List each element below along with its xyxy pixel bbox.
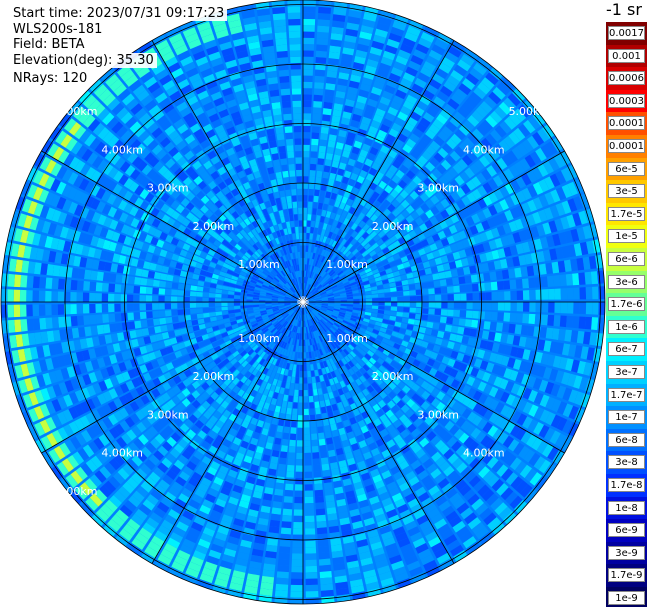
range-ring-label: 2.00km	[193, 220, 235, 233]
azimuth-line	[302, 150, 565, 303]
range-ring-label: 4.00km	[463, 447, 505, 460]
colorbar-tick-label: 3e-8	[608, 455, 645, 470]
field-label: Field: BETA	[10, 37, 88, 52]
azimuth-line	[302, 40, 455, 303]
colorbar-tick-label: 1.7e-5	[608, 206, 645, 221]
colorbar-tick-label: 1.7e-6	[608, 297, 645, 312]
colorbar-tick-label: 6e-6	[608, 252, 645, 266]
range-ring-label: 4.00km	[463, 143, 505, 156]
colorbar-tick-label: 0.0003	[608, 93, 645, 108]
range-ring-label: 1.00km	[238, 258, 280, 271]
colorbar-unit-label: -1 sr	[606, 0, 642, 19]
azimuth-line	[151, 301, 304, 564]
range-ring-label: 4.00km	[101, 143, 143, 156]
colorbar-tick-label: 3e-6	[608, 274, 645, 289]
range-ring-label: 5.00km	[56, 485, 98, 498]
range-ring-label: 5.00km	[509, 105, 551, 118]
elevation-label: Elevation(deg): 35.30	[10, 53, 157, 68]
start-time-label: Start time: 2023/07/31 09:17:23	[10, 6, 228, 21]
colorbar-tick-label: 3e-5	[608, 184, 645, 199]
colorbar-tick-label: 6e-9	[608, 523, 645, 538]
colorbar-tick-label: 6e-8	[608, 432, 645, 447]
azimuth-line	[302, 301, 455, 564]
colorbar-tick-label: 1e-7	[608, 410, 645, 425]
range-ring-label: 3.00km	[147, 408, 189, 421]
range-ring-label: 3.00km	[417, 182, 459, 195]
colorbar-tick-label: 0.0017	[608, 26, 645, 40]
colorbar-tick-label: 0.0001	[608, 139, 645, 153]
colorbar-tick-label: 6e-7	[608, 342, 645, 357]
colorbar-tick-label: 3e-9	[608, 545, 645, 560]
range-ring-label: 1.00km	[326, 332, 368, 345]
azimuth-line	[41, 150, 304, 303]
range-ring-label: 5.00km	[56, 105, 98, 118]
colorbar-tick-label: 1e-6	[608, 319, 645, 334]
beta-field-data	[1, 0, 605, 604]
colorbar-tick-label: 3e-7	[608, 365, 645, 379]
range-ring-label: 2.00km	[372, 220, 414, 233]
colorbar-tick-label: 1.7e-8	[608, 478, 645, 492]
colorbar-tick-label: 0.00017	[608, 116, 645, 131]
azimuth-line	[302, 301, 565, 454]
range-ring-label: 3.00km	[417, 408, 459, 421]
colorbar-tick-label: 1.7e-9	[608, 568, 645, 583]
ppi-plot[interactable]: 1.00km 1.00km 1.00km 1.00km 2.00km 2.00km 2.00…	[0, 0, 606, 607]
range-ring-label: 3.00km	[147, 182, 189, 195]
range-ring-label: 4.00km	[101, 447, 143, 460]
nrays-label: NRays: 120	[10, 71, 91, 86]
azimuth-line	[151, 40, 304, 303]
azimuth-line	[41, 301, 304, 454]
instrument-label: WLS200s-181	[10, 22, 106, 37]
range-ring-label: 1.00km	[326, 258, 368, 271]
colorbar-tick-label: 0.001	[608, 48, 645, 63]
colorbar-tick-label: 0.0006	[608, 71, 645, 86]
colorbar-tick-label: 1e-5	[608, 229, 645, 244]
colorbar-tick-label: 6e-5	[608, 161, 645, 176]
range-rings-and-azimuth-lines	[0, 0, 606, 605]
range-ring-label: 2.00km	[193, 370, 235, 383]
colorbar-tick-label: 1e-9	[608, 591, 645, 605]
range-ring-label: 2.00km	[372, 370, 414, 383]
colorbar-tick-label: 1e-8	[608, 500, 645, 515]
colorbar-tick-label: 1.7e-7	[608, 387, 645, 402]
center-marker-icon	[297, 296, 309, 308]
range-ring-labels: 1.00km 1.00km 1.00km 1.00km 2.00km 2.00km 2.00…	[56, 105, 550, 498]
range-ring-label: 1.00km	[238, 332, 280, 345]
